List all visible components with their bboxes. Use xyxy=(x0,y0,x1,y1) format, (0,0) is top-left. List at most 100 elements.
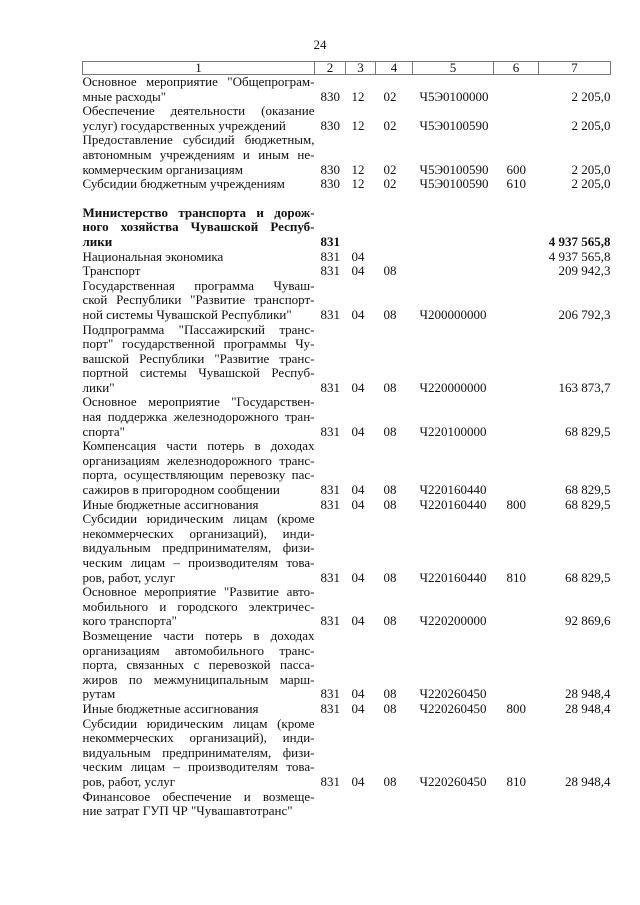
subsection-code: 08 xyxy=(383,613,397,629)
target-article-code: Ч220200000 xyxy=(419,613,487,629)
description-line: ной системы Чувашской Республики" xyxy=(82,306,292,322)
row-description: Обеспечение деятельности (оказание услуг)… xyxy=(83,104,315,133)
ministry-code: 831 xyxy=(320,263,341,279)
expense-type-code xyxy=(494,279,539,323)
section-code xyxy=(346,790,376,819)
description-line: некоммерческих организаций), инди- xyxy=(82,525,315,541)
ministry-code: 831 xyxy=(320,496,341,512)
table-row: Субсидии юридическим лицам (кроме некомме… xyxy=(83,512,611,585)
subsection-code: 08 xyxy=(383,496,397,512)
description-line: рутам xyxy=(82,686,116,702)
description-line: Субсидии юридическим лицам (кроме xyxy=(82,715,315,731)
section-code: 12 xyxy=(351,88,365,104)
description-line: сажиров в пригородном сообщении xyxy=(82,482,280,498)
amount: 68 829,5 xyxy=(565,423,611,439)
description-line: Основное мероприятие "Государствен- xyxy=(82,394,315,410)
expense-type-code xyxy=(494,250,539,265)
row-description: Основное мероприятие "Развитие авто-моби… xyxy=(83,585,315,629)
subsection-code: 08 xyxy=(383,686,397,702)
column-header-1: 1 xyxy=(82,61,315,75)
target-article-code xyxy=(413,250,494,265)
description-line: порта, осуществляющим перевозку пас- xyxy=(82,467,315,483)
subsection-code: 02 xyxy=(383,161,397,177)
row-description: Иные бюджетные ассигнования xyxy=(83,701,315,717)
subsection-code xyxy=(376,250,413,265)
description-line: видуальным предпринимателям, физи- xyxy=(82,540,315,556)
amount: 92 869,6 xyxy=(565,613,611,629)
section-code: 12 xyxy=(351,161,365,177)
target-article-code: Ч200000000 xyxy=(419,306,487,322)
section-code xyxy=(346,206,376,250)
ministry-code: 831 xyxy=(320,248,341,264)
ministry-code: 831 xyxy=(320,569,341,585)
description-line: организациям железнодорожного транс- xyxy=(82,452,315,468)
section-code: 04 xyxy=(351,773,365,789)
amount: 2 205,0 xyxy=(571,161,611,177)
expense-type-code xyxy=(494,323,539,396)
amount: 28 948,4 xyxy=(565,773,611,789)
amount: 2 205,0 xyxy=(571,176,611,192)
table-row: Компенсация части потерь в доходах органи… xyxy=(83,439,611,497)
section-code: 12 xyxy=(351,117,365,133)
subsection-code: 08 xyxy=(383,306,397,322)
ministry-code: 831 xyxy=(320,686,341,702)
row-description: Возмещение части потерь в доходах организ… xyxy=(82,627,315,702)
description-line: ров, работ, услуг xyxy=(82,569,176,585)
expense-type-code: 610 xyxy=(506,176,527,192)
amount: 68 829,5 xyxy=(565,482,611,498)
table-row: Иные бюджетные ассигнования 831 04 08 Ч22016… xyxy=(83,496,611,513)
ministry-code: 831 xyxy=(320,306,341,322)
target-article-code: Ч220100000 xyxy=(419,423,487,439)
row-description: Компенсация части потерь в доходах органи… xyxy=(83,439,315,497)
amount: 2 205,0 xyxy=(571,117,611,133)
description-line: Возмещение части потерь в доходах xyxy=(82,627,315,643)
description-line: организациям автомобильного транс- xyxy=(82,642,315,658)
expense-type-code xyxy=(494,104,539,133)
table-row: Транспорт 831 04 08 209 942,3 xyxy=(83,264,611,279)
description-line: ного хозяйства Чувашской Респуб- xyxy=(82,219,315,235)
subsection-code: 08 xyxy=(383,700,397,716)
description-line: кого транспорта" xyxy=(82,613,177,629)
section-code: 04 xyxy=(351,496,365,512)
target-article-code: Ч220000000 xyxy=(419,379,487,395)
amount: 4 937 565,8 xyxy=(548,233,611,249)
section-code: 04 xyxy=(351,613,365,629)
description-line: лики xyxy=(82,233,113,249)
expense-type-code: 600 xyxy=(506,161,527,177)
description-line: мобильного и городского электричес- xyxy=(82,598,315,614)
row-description: Транспорт xyxy=(83,264,315,279)
description-line: мные расходы" xyxy=(82,88,167,104)
subsection-code: 02 xyxy=(383,117,397,133)
description-line: ная поддержка железнодорожного тран- xyxy=(82,409,315,425)
description-line: Министерство транспорта и дорож- xyxy=(82,204,315,220)
subsection-code: 08 xyxy=(383,379,397,395)
description-line: Компенсация части потерь в доходах xyxy=(82,438,315,454)
subsection-code: 02 xyxy=(383,88,397,104)
ministry-code: 830 xyxy=(320,176,341,192)
ministry-code: 831 xyxy=(320,700,341,716)
ministry-code: 831 xyxy=(320,423,341,439)
column-header-3: 3 xyxy=(345,61,376,75)
table-row: Подпрограмма "Пассажирский транс-порт" г… xyxy=(82,322,611,396)
expense-type-code: 810 xyxy=(506,773,527,789)
amount: 68 829,5 xyxy=(565,496,611,512)
target-article-code: Ч5Э0100590 xyxy=(419,117,489,133)
description-line: ской Республики "Развитие транспорт- xyxy=(82,292,315,308)
expense-type-code xyxy=(494,75,539,105)
section-code: 04 xyxy=(351,700,365,716)
description-line: порта, связанных с перевозкой пасса- xyxy=(82,657,315,673)
section-code: 04 xyxy=(351,423,365,439)
description-line: лики" xyxy=(82,379,115,395)
ministry-code: 831 xyxy=(320,773,341,789)
table-row: Предоставление субсидий бюджетным, автоно… xyxy=(83,133,611,177)
table-row: Обеспечение деятельности (оказание услуг)… xyxy=(83,104,611,133)
section-code: 04 xyxy=(351,248,365,264)
ministry-code: 830 xyxy=(320,117,341,133)
amount: 68 829,5 xyxy=(565,569,611,585)
expense-type-code xyxy=(494,629,539,702)
section-code: 04 xyxy=(351,686,365,702)
ministry-code: 830 xyxy=(320,161,341,177)
description-line: спорта" xyxy=(82,423,125,439)
